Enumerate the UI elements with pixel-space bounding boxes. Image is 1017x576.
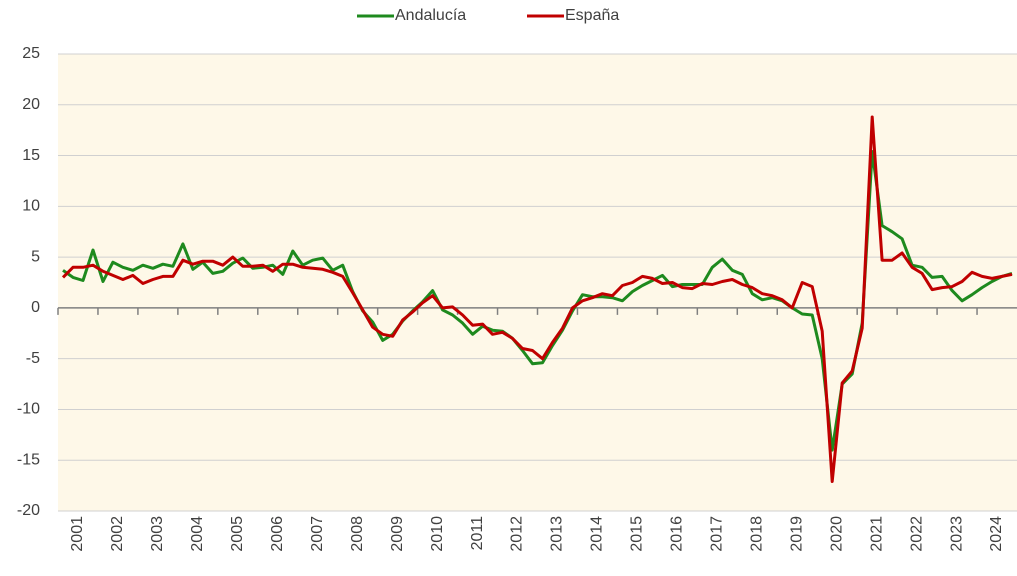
x-tick-label: 2020 xyxy=(828,516,845,552)
x-tick-label: 2007 xyxy=(309,516,326,552)
x-tick-label: 2006 xyxy=(269,516,286,552)
x-tick-label: 2008 xyxy=(349,516,366,552)
y-tick-label: -15 xyxy=(17,451,40,468)
y-tick-label: -20 xyxy=(17,502,40,519)
x-tick-label: 2015 xyxy=(629,516,646,552)
y-tick-label: 5 xyxy=(31,248,40,265)
x-tick-label: 2022 xyxy=(908,516,925,552)
plot-area xyxy=(58,54,1017,511)
y-tick-label: 20 xyxy=(22,96,40,113)
x-tick-label: 2002 xyxy=(109,516,126,552)
x-tick-label: 2024 xyxy=(988,516,1005,552)
legend-label: España xyxy=(565,7,619,24)
x-tick-label: 2004 xyxy=(189,516,206,552)
y-tick-label: 25 xyxy=(22,45,40,62)
y-tick-label: -5 xyxy=(26,350,40,367)
x-tick-label: 2003 xyxy=(149,516,166,552)
x-tick-label: 2010 xyxy=(429,516,446,552)
x-tick-label: 2016 xyxy=(669,516,686,552)
x-tick-label: 2021 xyxy=(868,516,885,552)
x-tick-label: 2018 xyxy=(748,516,765,552)
x-tick-label: 2005 xyxy=(229,516,246,552)
x-tick-label: 2012 xyxy=(509,516,526,552)
x-tick-label: 2014 xyxy=(589,516,606,552)
x-tick-label: 2011 xyxy=(469,516,486,551)
y-tick-label: 10 xyxy=(22,198,40,215)
x-tick-label: 2013 xyxy=(549,516,566,552)
line-series xyxy=(61,115,1013,483)
x-tick-label: 2017 xyxy=(709,516,726,552)
x-tick-label: 2023 xyxy=(948,516,965,552)
x-tick-label: 2001 xyxy=(69,516,86,552)
legend-label: Andalucía xyxy=(395,7,466,24)
y-tick-label: 15 xyxy=(22,147,40,164)
x-tick-label: 2019 xyxy=(788,516,805,552)
y-tick-label: -10 xyxy=(17,401,40,418)
x-tick-label: 2009 xyxy=(389,516,406,552)
y-tick-label: 0 xyxy=(31,299,40,316)
